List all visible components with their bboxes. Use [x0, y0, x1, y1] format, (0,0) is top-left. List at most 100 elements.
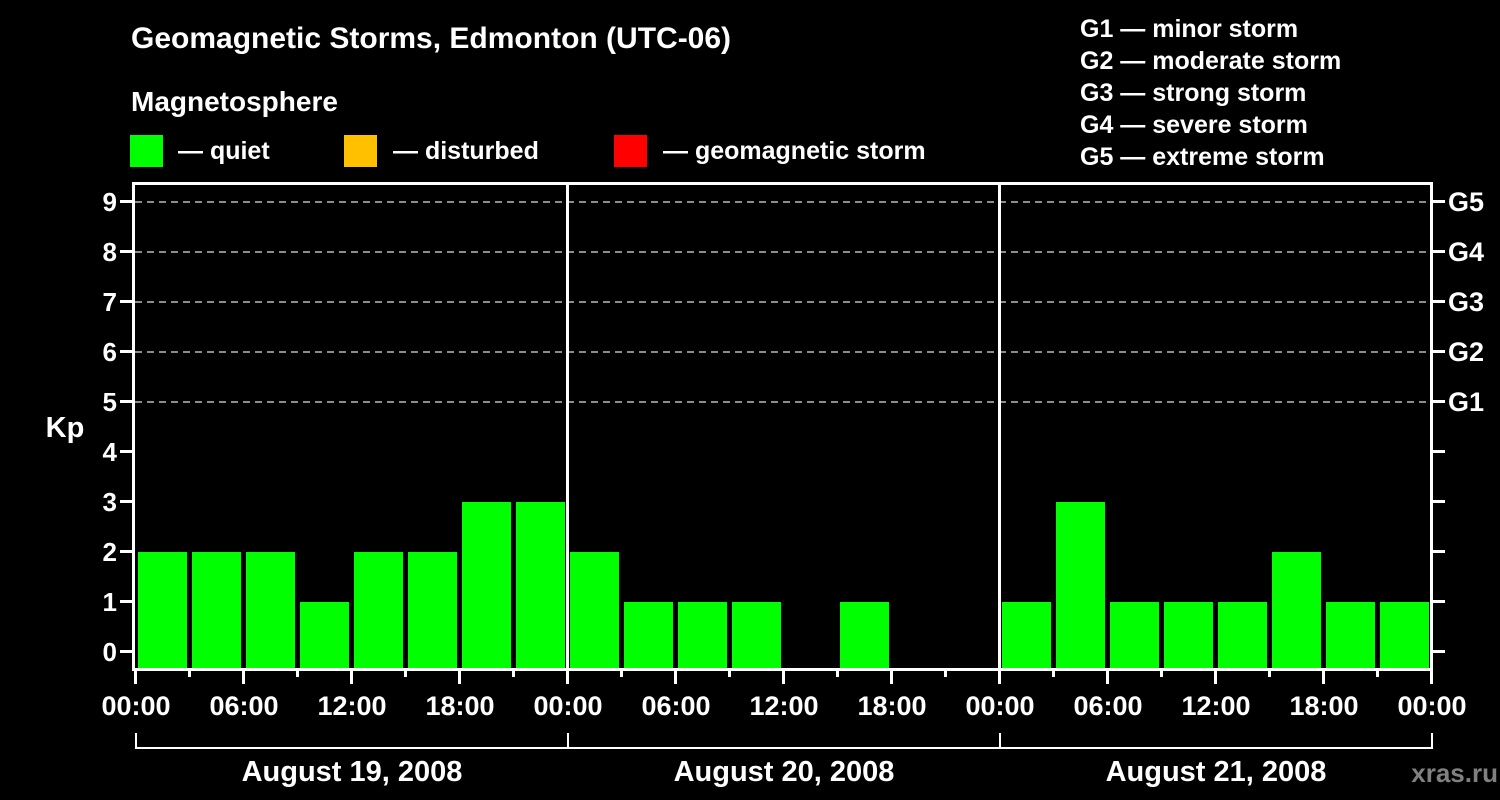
kp-bar — [570, 552, 619, 668]
watermark: xras.ru — [1411, 758, 1498, 788]
kp-bar — [678, 602, 727, 668]
x-tick-label: 12:00 — [749, 691, 819, 721]
kp-bar — [1002, 602, 1051, 668]
x-tick — [674, 668, 677, 684]
day-divider — [566, 185, 569, 668]
date-label: August 19, 2008 — [241, 756, 463, 788]
y-tick-right — [1433, 450, 1445, 453]
x-tick — [890, 668, 893, 684]
x-tick-label: 06:00 — [1073, 691, 1143, 721]
y-tick-label: 6 — [102, 337, 117, 367]
x-tick-label: 00:00 — [533, 691, 603, 721]
kp-bar — [192, 552, 241, 668]
x-tick — [782, 668, 785, 684]
x-tick — [1052, 668, 1055, 677]
quiet-swatch — [130, 135, 163, 167]
x-tick — [1160, 668, 1163, 677]
y-tick-label: 9 — [102, 187, 117, 217]
x-tick — [404, 668, 407, 677]
kp-bar — [1326, 602, 1375, 668]
bracket-tick — [135, 733, 137, 749]
x-tick — [566, 668, 569, 684]
y-tick-label: 8 — [102, 237, 117, 267]
y-tick-label: 1 — [102, 587, 117, 617]
date-label: August 21, 2008 — [1105, 756, 1327, 788]
y-tick-right — [1433, 200, 1445, 203]
x-tick-label: 18:00 — [425, 691, 495, 721]
g-scale-legend-line: G4 — severe storm — [1080, 111, 1308, 139]
kp-bar — [1110, 602, 1159, 668]
quiet-label: — quiet — [178, 137, 270, 165]
kp-bar — [1272, 552, 1321, 668]
kp-bar — [516, 502, 565, 668]
disturbed-label: — disturbed — [393, 137, 539, 165]
y-tick-right — [1433, 350, 1445, 353]
y-tick-left — [120, 400, 132, 403]
y-tick-right — [1433, 650, 1445, 653]
x-tick — [1430, 668, 1433, 684]
x-tick-label: 06:00 — [641, 691, 711, 721]
x-tick-label: 12:00 — [1181, 691, 1251, 721]
y-tick-label: 0 — [102, 637, 117, 667]
gridline-kp-6 — [135, 351, 1430, 353]
chart-subtitle: Magnetosphere — [131, 86, 338, 117]
right-axis-label-g4: G4 — [1448, 237, 1485, 267]
bracket-tick — [567, 733, 569, 749]
x-tick — [728, 668, 731, 677]
x-tick — [1322, 668, 1325, 684]
y-tick-right — [1433, 300, 1445, 303]
x-tick-label: 00:00 — [965, 691, 1035, 721]
y-tick-left — [120, 600, 132, 603]
x-tick-label: 00:00 — [101, 691, 171, 721]
x-tick — [296, 668, 299, 677]
y-tick-left — [120, 450, 132, 453]
x-tick-label: 06:00 — [209, 691, 279, 721]
g-scale-legend: G1 — minor storm G2 — moderate storm G3 — … — [1080, 13, 1341, 173]
kp-bar — [840, 602, 889, 668]
x-tick — [836, 668, 839, 677]
y-tick-left — [120, 550, 132, 553]
gridline-kp-8 — [135, 251, 1430, 253]
day-divider — [998, 185, 1001, 668]
kp-bar — [408, 552, 457, 668]
bracket-tick — [999, 733, 1001, 749]
date-label: August 20, 2008 — [673, 756, 895, 788]
x-tick — [1376, 668, 1379, 677]
x-tick — [458, 668, 461, 684]
g-scale-legend-line: G3 — strong storm — [1080, 79, 1307, 107]
g-scale-legend-line: G1 — minor storm — [1080, 15, 1299, 43]
kp-bar — [1164, 602, 1213, 668]
right-axis-label-g3: G3 — [1448, 287, 1485, 317]
kp-bar — [732, 602, 781, 668]
right-axis-label-g1: G1 — [1448, 387, 1485, 417]
kp-bar — [1380, 602, 1429, 668]
y-axis-label: Kp — [45, 412, 85, 444]
bracket-line — [136, 747, 1433, 749]
y-tick-left — [120, 500, 132, 503]
y-tick-label: 3 — [102, 487, 117, 517]
y-tick-left — [120, 200, 132, 203]
x-tick-label: 18:00 — [857, 691, 927, 721]
x-tick — [350, 668, 353, 684]
y-tick-label: 4 — [102, 437, 117, 467]
plot-frame — [132, 182, 1433, 671]
y-tick-left — [120, 300, 132, 303]
kp-bar — [1218, 602, 1267, 668]
right-axis-label-g2: G2 — [1448, 337, 1485, 367]
x-tick — [134, 668, 137, 684]
x-tick — [620, 668, 623, 677]
x-tick-label: 18:00 — [1289, 691, 1359, 721]
kp-bar — [138, 552, 187, 668]
y-tick-label: 7 — [102, 287, 117, 317]
kp-bar — [354, 552, 403, 668]
x-tick-label: 00:00 — [1397, 691, 1467, 721]
gridline-kp-7 — [135, 301, 1430, 303]
kp-bar — [462, 502, 511, 668]
g-scale-legend-line: G5 — extreme storm — [1080, 143, 1325, 171]
y-tick-right — [1433, 500, 1445, 503]
gridline-kp-5 — [135, 401, 1430, 403]
y-tick-left — [120, 250, 132, 253]
right-axis-label-g5: G5 — [1448, 187, 1485, 217]
kp-bar — [300, 602, 349, 668]
